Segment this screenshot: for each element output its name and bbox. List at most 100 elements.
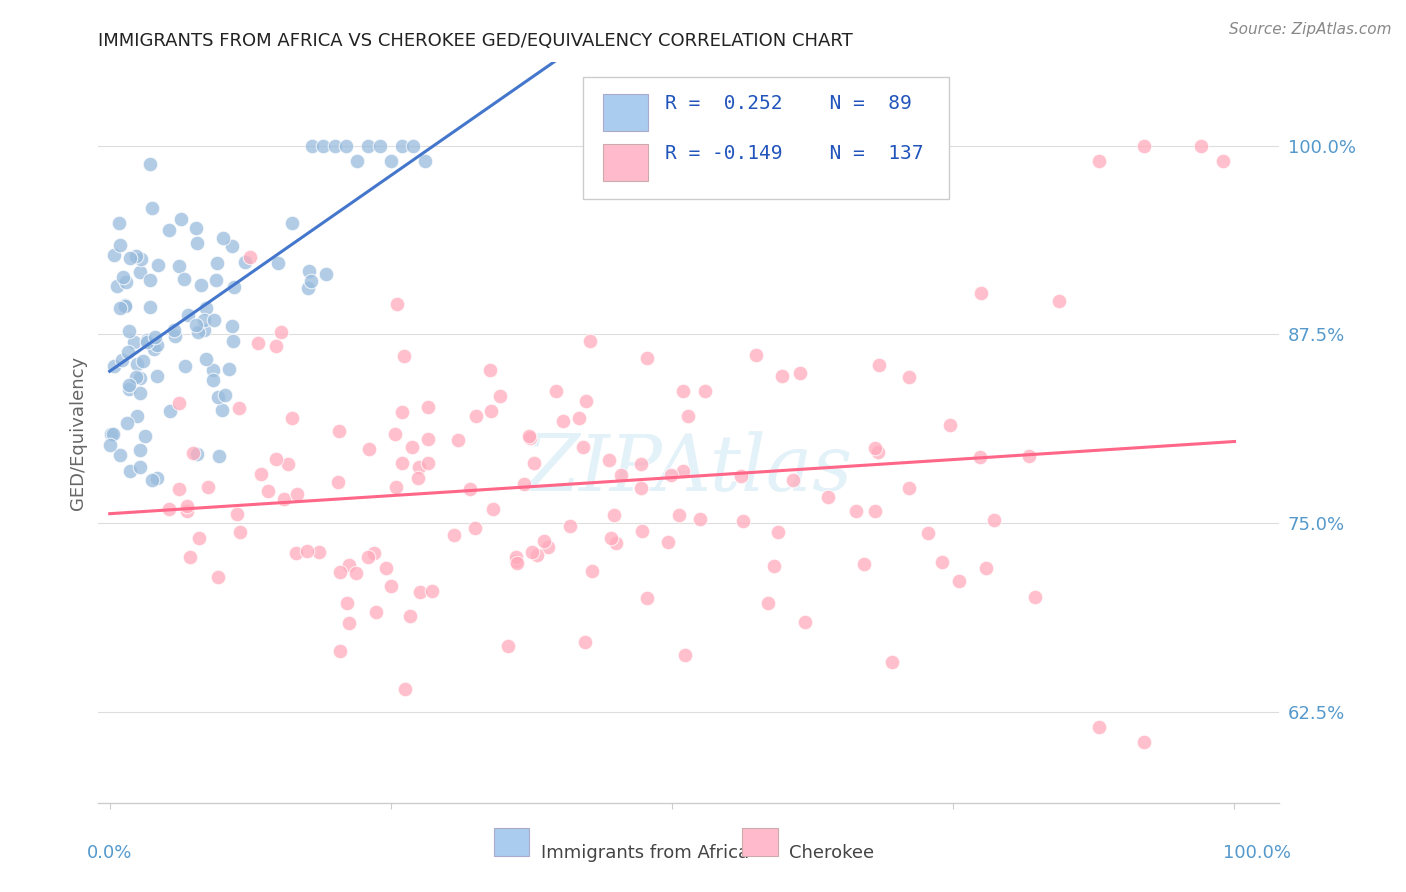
- Point: [574, 635, 596, 649]
- Point: [177, 308, 200, 322]
- Point: [229, 524, 252, 539]
- Point: [672, 464, 695, 478]
- Point: [222, 334, 245, 348]
- Point: [553, 414, 575, 428]
- Point: [917, 526, 939, 541]
- Point: [546, 384, 568, 399]
- Point: [118, 324, 141, 338]
- Point: [239, 250, 262, 264]
- Point: [976, 561, 998, 575]
- Point: [399, 609, 422, 624]
- Point: [391, 138, 413, 153]
- Point: [142, 342, 165, 356]
- Point: [489, 389, 512, 403]
- Point: [969, 450, 991, 464]
- Point: [817, 490, 839, 504]
- Point: [128, 371, 150, 385]
- Text: Source: ZipAtlas.com: Source: ZipAtlas.com: [1229, 22, 1392, 37]
- Point: [170, 211, 193, 226]
- Point: [413, 153, 436, 168]
- Point: [105, 279, 128, 293]
- Point: [1088, 153, 1111, 168]
- Point: [384, 480, 406, 494]
- Point: [202, 373, 225, 387]
- Point: [159, 404, 181, 418]
- Point: [264, 338, 287, 352]
- Point: [380, 153, 402, 168]
- Point: [221, 318, 243, 333]
- Point: [384, 427, 406, 442]
- Point: [636, 591, 658, 606]
- Point: [1018, 449, 1040, 463]
- Point: [100, 426, 122, 441]
- Point: [897, 481, 920, 495]
- Point: [939, 418, 962, 433]
- Point: [868, 358, 890, 372]
- Point: [605, 536, 627, 550]
- Point: [418, 400, 440, 414]
- Point: [295, 544, 318, 558]
- Point: [208, 450, 231, 464]
- Point: [299, 274, 322, 288]
- Point: [513, 476, 536, 491]
- Point: [193, 323, 215, 337]
- Point: [983, 513, 1005, 527]
- Point: [301, 138, 323, 153]
- Point: [176, 499, 198, 513]
- Point: [284, 546, 307, 560]
- Point: [610, 468, 633, 483]
- Point: [195, 301, 218, 316]
- Point: [174, 359, 197, 373]
- Point: [204, 273, 226, 287]
- Point: [169, 482, 191, 496]
- Point: [762, 559, 785, 574]
- Point: [344, 566, 367, 580]
- Point: [357, 442, 380, 456]
- Point: [103, 247, 125, 261]
- Point: [186, 318, 208, 332]
- Point: [98, 438, 121, 452]
- Point: [184, 220, 207, 235]
- Point: [337, 615, 360, 630]
- Point: [186, 236, 208, 251]
- Point: [297, 281, 319, 295]
- Point: [1024, 590, 1046, 604]
- Point: [505, 550, 527, 565]
- Point: [277, 457, 299, 471]
- Point: [298, 264, 321, 278]
- Point: [103, 359, 125, 373]
- Point: [730, 469, 752, 483]
- Point: [479, 404, 502, 418]
- Point: [380, 579, 402, 593]
- Point: [402, 138, 425, 153]
- Point: [337, 558, 360, 572]
- Point: [181, 446, 204, 460]
- Point: [280, 411, 302, 425]
- Point: [394, 681, 416, 696]
- Point: [250, 467, 273, 481]
- Text: 100.0%: 100.0%: [1223, 844, 1291, 862]
- Point: [853, 558, 876, 572]
- Point: [416, 456, 439, 470]
- Point: [789, 366, 811, 380]
- Point: [745, 348, 768, 362]
- Point: [346, 153, 368, 168]
- Point: [267, 256, 290, 270]
- Point: [394, 349, 416, 363]
- Point: [328, 644, 350, 658]
- Text: Cherokee: Cherokee: [789, 844, 875, 862]
- Point: [368, 138, 391, 153]
- Point: [145, 470, 167, 484]
- Point: [308, 545, 330, 559]
- Point: [225, 507, 247, 521]
- Text: IMMIGRANTS FROM AFRICA VS CHEROKEE GED/EQUIVALENCY CORRELATION CHART: IMMIGRANTS FROM AFRICA VS CHEROKEE GED/E…: [98, 32, 853, 50]
- Point: [865, 441, 887, 455]
- Y-axis label: GED/Equivalency: GED/Equivalency: [69, 356, 87, 509]
- Point: [205, 255, 228, 269]
- Point: [481, 502, 503, 516]
- Point: [115, 276, 138, 290]
- Point: [122, 334, 145, 349]
- Point: [572, 440, 595, 454]
- Point: [212, 231, 235, 245]
- Point: [443, 528, 465, 542]
